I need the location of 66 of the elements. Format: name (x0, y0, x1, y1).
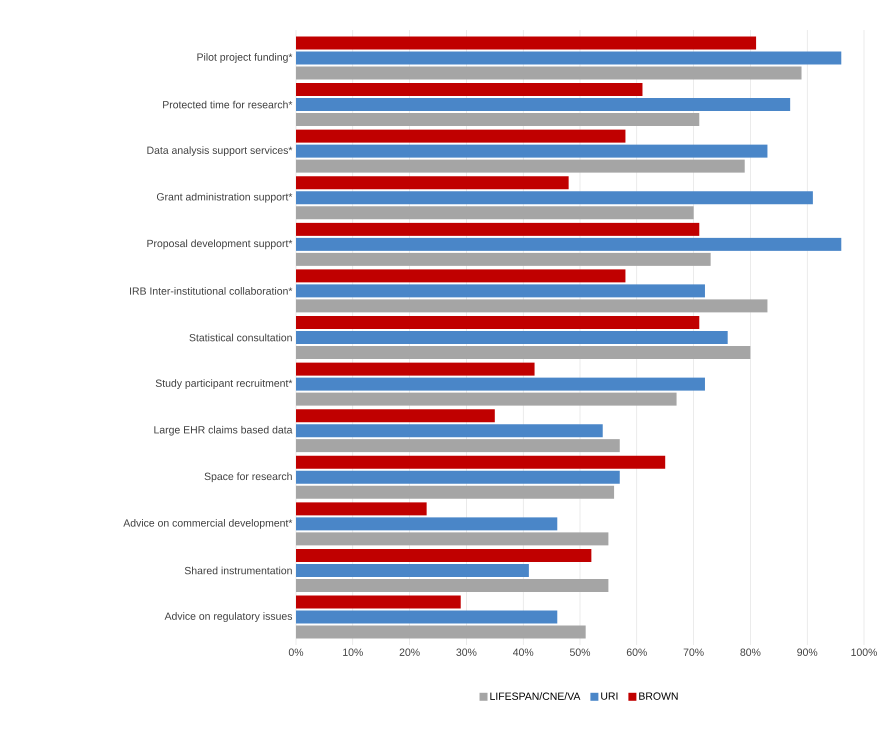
bar (296, 596, 461, 609)
bar (296, 144, 768, 158)
bar (296, 548, 592, 562)
bar (296, 578, 608, 592)
x-tick-label: 60% (626, 648, 647, 656)
bar (296, 176, 569, 190)
bar (296, 222, 700, 236)
bar (296, 36, 756, 50)
y-tick-label: Statistical consultation (189, 334, 292, 342)
bar (296, 316, 700, 330)
x-tick-label: 20% (400, 648, 420, 656)
y-tick-label: Protected time for research* (163, 100, 292, 108)
y-tick-label: Shared instrumentation (184, 566, 292, 574)
bar (296, 284, 705, 298)
bar (296, 517, 558, 530)
bar (296, 564, 529, 577)
x-tick-label: 30% (456, 648, 476, 656)
y-tick-label: Grant administration support* (156, 192, 292, 203)
y-tick-label: Proposal development support* (147, 239, 292, 250)
bar (296, 130, 626, 143)
y-tick-label: Large EHR claims based data (154, 426, 292, 436)
legend-label: BROWN (639, 692, 678, 700)
bar (296, 470, 620, 484)
bar (296, 610, 558, 624)
bar (296, 98, 790, 112)
bar (296, 346, 750, 359)
bar (296, 252, 711, 266)
x-tick-label: 100% (851, 648, 877, 656)
bar (296, 269, 626, 282)
x-tick-label: 50% (570, 648, 590, 656)
legend-label: LIFESPAN/CNE/VA (490, 692, 580, 700)
bar (296, 362, 535, 376)
x-tick-label: 10% (343, 648, 363, 656)
x-tick-label: 40% (512, 648, 534, 656)
bar (296, 51, 842, 64)
bar (296, 392, 677, 406)
bar (296, 299, 768, 312)
bar (296, 424, 603, 438)
bar (296, 439, 620, 452)
y-tick-label: IRB Inter-institutional collaboration* (130, 287, 292, 295)
bar (296, 409, 495, 422)
bar (296, 66, 802, 80)
y-tick-label: Pilot project funding* (197, 53, 292, 63)
bar (296, 331, 728, 344)
bar (296, 160, 745, 173)
bar (296, 113, 700, 126)
bar (296, 456, 666, 469)
bar (296, 206, 694, 220)
bar (296, 486, 614, 499)
bar (296, 378, 705, 391)
x-tick-label: 90% (797, 648, 818, 656)
x-tick-label: 70% (684, 648, 704, 656)
bar (296, 238, 842, 251)
bar (296, 191, 813, 204)
legend-label: URI (601, 692, 618, 700)
bar (296, 83, 642, 96)
y-tick-label: Advice on commercial development* (123, 518, 292, 529)
bar (296, 502, 427, 516)
y-tick-label: Space for research (204, 472, 292, 482)
bar (296, 532, 608, 546)
y-tick-label: Data analysis support services* (147, 146, 292, 156)
bar (296, 626, 586, 639)
y-tick-label: Study participant recruitment* (156, 379, 292, 389)
x-tick-label: 80% (740, 648, 760, 656)
y-tick-label: Advice on regulatory issues (164, 612, 292, 622)
x-tick-label: 0% (288, 648, 304, 656)
